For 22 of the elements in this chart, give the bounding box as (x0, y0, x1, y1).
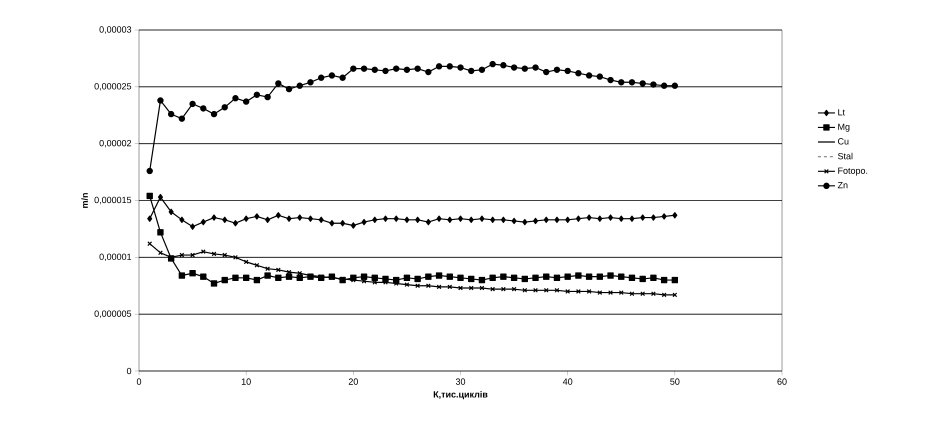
x-tick-label: 40 (562, 378, 572, 385)
x-tick-label: 60 (777, 378, 787, 385)
x-tick-label: 30 (456, 378, 466, 385)
y-tick-label: 0 (126, 368, 132, 374)
x-tick-label: 20 (348, 378, 358, 385)
legend-label: Zn (838, 182, 848, 188)
y-tick-label: 0,000005 (94, 310, 132, 318)
x-axis-title: К,тис.циклів (434, 390, 488, 400)
y-tick-label: 0,00001 (99, 254, 132, 262)
y-axis-title: m/n (81, 193, 88, 208)
y-tick-label: 0,000015 (94, 196, 132, 204)
y-tick-label: 0,00003 (99, 26, 132, 34)
legend-label: Lt (838, 109, 845, 116)
legend-label: Stal (838, 152, 852, 160)
x-tick-label: 50 (670, 378, 680, 385)
y-tick-label: 0,00002 (99, 140, 132, 148)
y-tick-label: 0,000025 (94, 83, 132, 91)
legend-label: Cu (838, 138, 848, 145)
legend-label: Fotopo. (838, 168, 868, 176)
legend-label: Mg (838, 124, 850, 132)
x-tick-label: 10 (242, 378, 251, 385)
x-tick-label: 0 (136, 378, 142, 385)
